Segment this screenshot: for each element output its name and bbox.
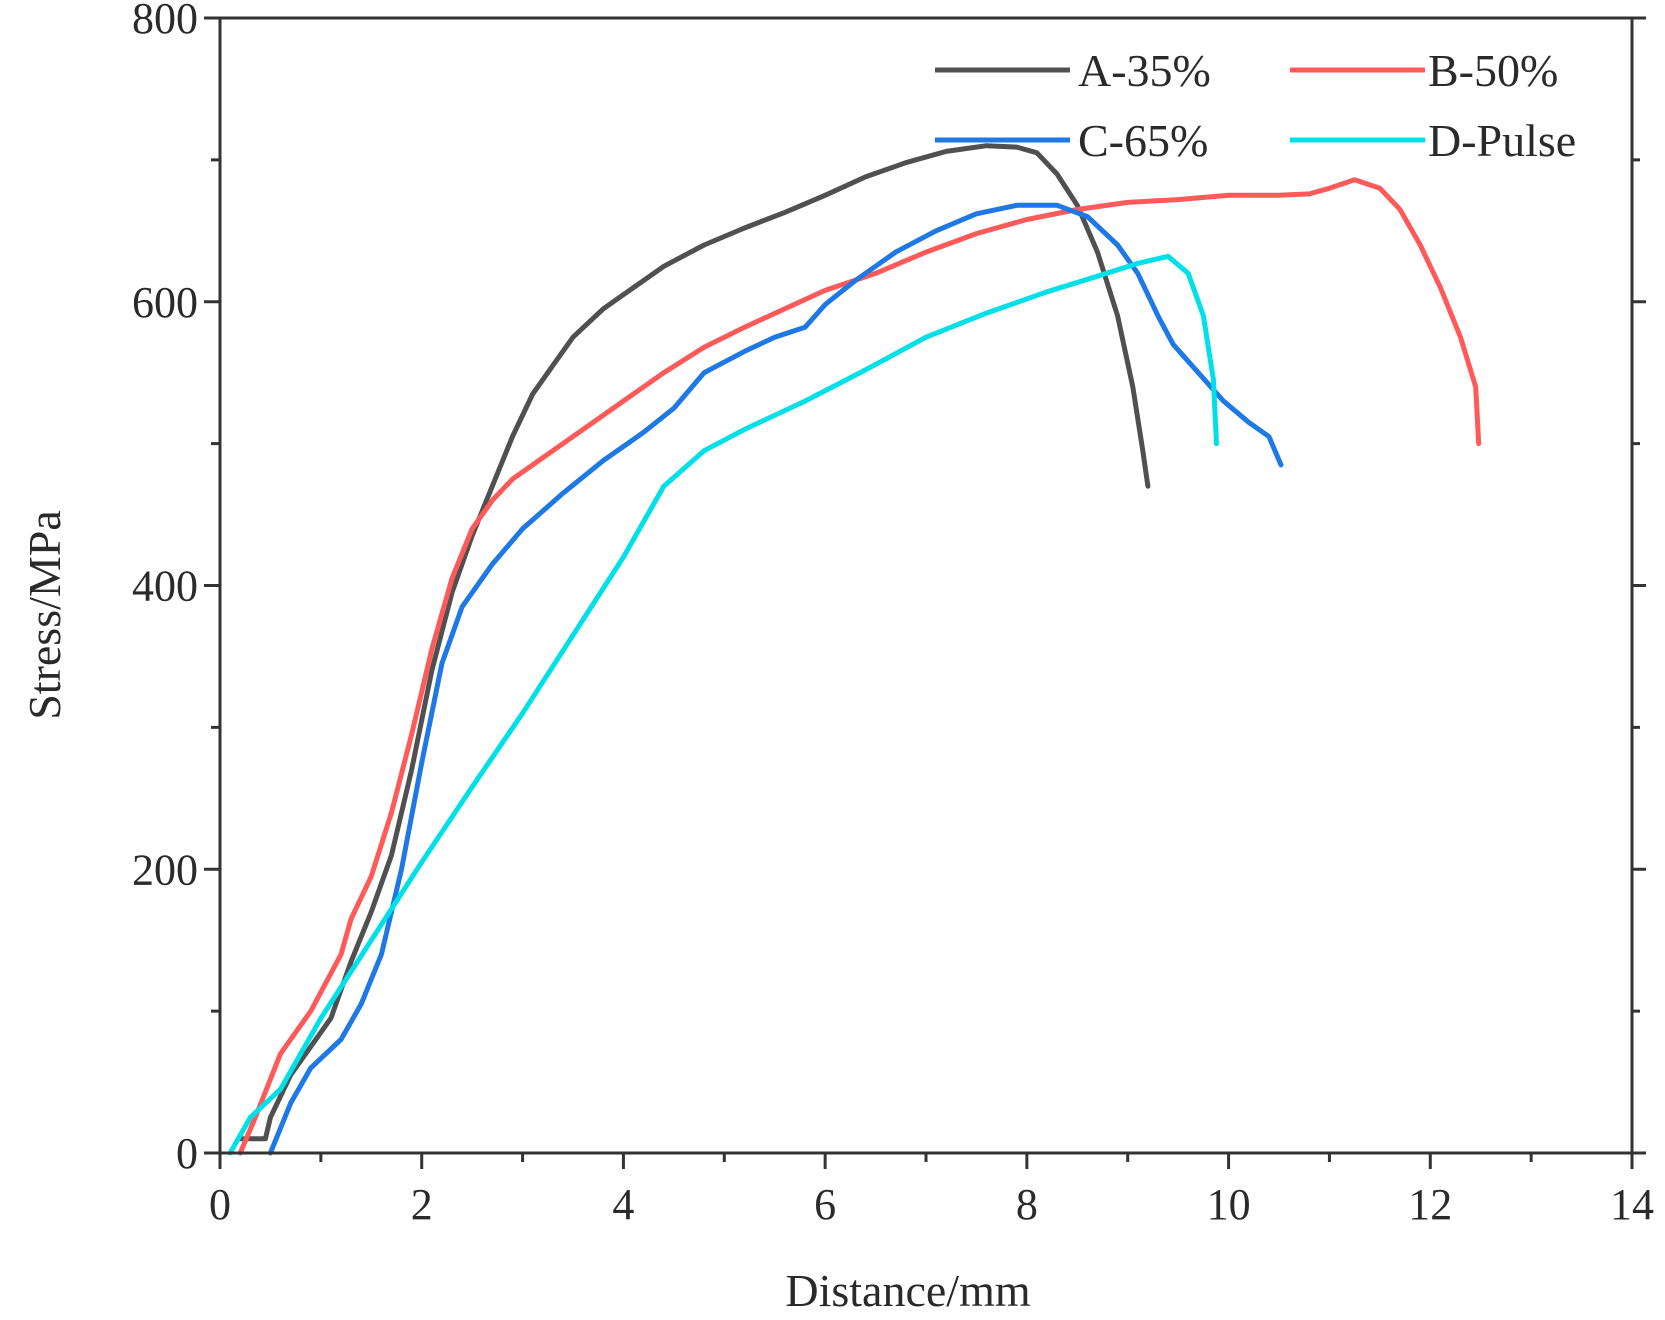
legend-label: B-50% bbox=[1428, 45, 1558, 96]
x-tick-label: 8 bbox=[1016, 1180, 1038, 1229]
x-tick-label: 14 bbox=[1610, 1180, 1654, 1229]
y-tick-label: 800 bbox=[132, 0, 198, 43]
series-layer bbox=[227, 143, 1482, 1156]
x-axis-title: Distance/mm bbox=[785, 1265, 1030, 1316]
y-tick-label: 600 bbox=[132, 278, 198, 327]
legend: A-35% B-50% C-65% D-Pulse bbox=[935, 45, 1576, 166]
series-line-d-pulse bbox=[227, 253, 1219, 1156]
legend-label: A-35% bbox=[1078, 45, 1211, 96]
series-line-b-50 bbox=[237, 177, 1482, 1156]
x-tick-label: 0 bbox=[209, 1180, 231, 1229]
y-tick-label: 0 bbox=[176, 1129, 198, 1178]
y-axis-title: Stress/MPa bbox=[19, 510, 70, 720]
legend-label: D-Pulse bbox=[1428, 115, 1576, 166]
x-tick-label: 6 bbox=[814, 1180, 836, 1229]
x-tick-label: 12 bbox=[1408, 1180, 1452, 1229]
x-tick-label: 10 bbox=[1207, 1180, 1251, 1229]
plot-frame bbox=[218, 16, 1634, 1155]
x-tick-label: 2 bbox=[411, 1180, 433, 1229]
y-tick-label: 200 bbox=[132, 845, 198, 894]
series-line-a-35 bbox=[237, 143, 1151, 1142]
legend-label: C-65% bbox=[1078, 115, 1208, 166]
series-line-c-65 bbox=[267, 202, 1284, 1156]
x-tick-label: 4 bbox=[612, 1180, 634, 1229]
y-tick-label: 400 bbox=[132, 562, 198, 611]
axes: 0 2 4 6 8 10 12 14 0 200 400 600 800 bbox=[132, 0, 1654, 1229]
